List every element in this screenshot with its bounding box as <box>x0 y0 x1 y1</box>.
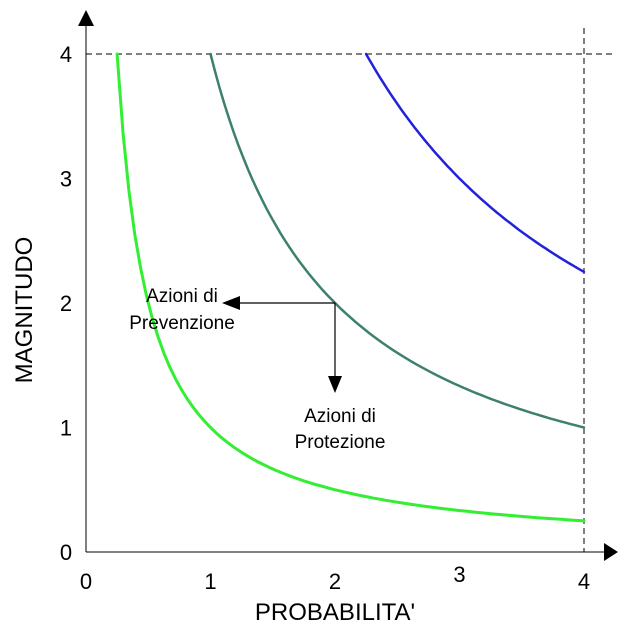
protection-annotation: Azioni di Protezione <box>295 406 386 453</box>
prevention-line-2: Prevenzione <box>129 313 235 334</box>
protection-line-1: Azioni di <box>304 406 376 427</box>
iso-risk-curve <box>364 52 586 274</box>
y-tick-label: 1 <box>60 416 72 441</box>
prevention-annotation: Azioni di Prevenzione <box>129 286 235 334</box>
iso-risk-curve <box>115 52 586 523</box>
guide-lines <box>86 28 612 552</box>
prevention-arrowhead <box>222 296 240 310</box>
curves <box>115 52 586 523</box>
reference-arrows <box>222 296 342 393</box>
x-tick-label: 0 <box>80 569 92 594</box>
x-axis-title: PROBABILITA' <box>255 599 415 626</box>
x-tick-label: 1 <box>204 569 216 594</box>
x-axis-arrowhead <box>604 543 618 561</box>
protection-arrowhead <box>328 376 342 393</box>
y-axis-arrowhead <box>78 10 94 26</box>
prevention-line-1: Azioni di <box>146 286 218 307</box>
axes <box>78 10 618 561</box>
x-tick-label: 2 <box>329 569 341 594</box>
x-tick-label: 3 <box>453 562 465 587</box>
y-tick-label: 0 <box>60 540 72 565</box>
tick-labels: 0 1 2 3 4 0 1 2 3 4 <box>60 42 590 594</box>
y-tick-label: 2 <box>60 291 72 316</box>
y-tick-label: 3 <box>60 167 72 192</box>
y-axis-title: MAGNITUDO <box>11 237 38 384</box>
y-tick-label: 4 <box>60 42 72 67</box>
x-tick-label: 4 <box>578 569 590 594</box>
protection-line-2: Protezione <box>295 432 386 453</box>
iso-risk-curve <box>209 52 586 429</box>
